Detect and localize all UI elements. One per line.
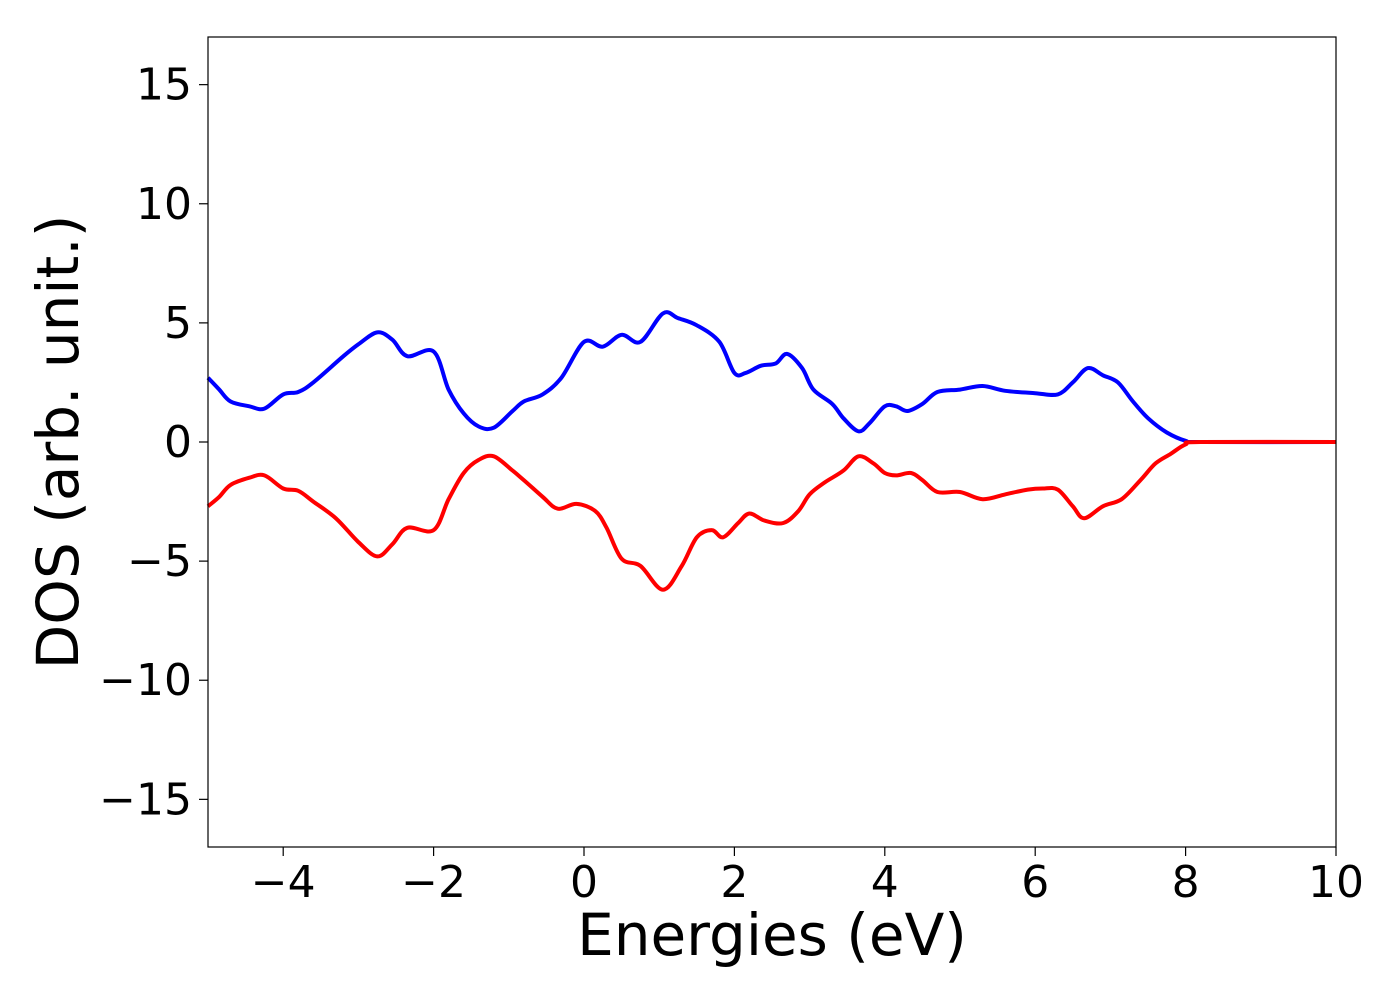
y-tick-label: −5 bbox=[127, 536, 192, 587]
y-tick-label: 5 bbox=[164, 298, 192, 349]
axis-ticks: −4 −2 0 2 4 6 8 10 −15 −10 −5 0 5 10 15 bbox=[99, 60, 1364, 908]
x-tick-label: −2 bbox=[401, 857, 466, 908]
dos-series-line-blue bbox=[206, 310, 1337, 445]
plot-lines bbox=[206, 310, 1337, 592]
y-tick-label: 0 bbox=[164, 417, 192, 468]
x-tick-label: −4 bbox=[251, 857, 316, 908]
x-tick-label: 2 bbox=[720, 857, 748, 908]
y-tick-label: 15 bbox=[136, 60, 192, 111]
plot-frame bbox=[207, 36, 1337, 848]
y-tick-label: 10 bbox=[136, 179, 192, 230]
y-tick-label: −10 bbox=[99, 655, 192, 706]
dos-series-line-red bbox=[206, 439, 1337, 592]
x-tick-label: 10 bbox=[1308, 857, 1364, 908]
x-tick-label: 4 bbox=[871, 857, 899, 908]
y-tick-label: −15 bbox=[99, 774, 192, 825]
y-axis-label: DOS (arb. unit.) bbox=[24, 215, 92, 670]
x-tick-label: 0 bbox=[570, 857, 598, 908]
x-tick-label: 8 bbox=[1172, 857, 1200, 908]
x-axis-label: Energies (eV) bbox=[577, 901, 967, 969]
x-tick-label: 6 bbox=[1021, 857, 1049, 908]
